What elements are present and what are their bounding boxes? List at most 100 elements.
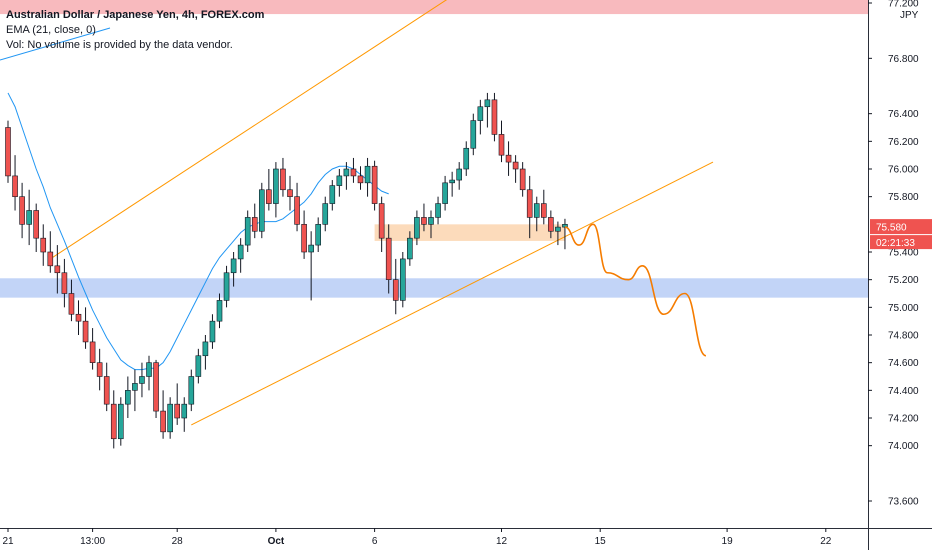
ema-line[interactable] — [7, 92, 389, 371]
candle-body[interactable] — [181, 403, 188, 419]
candle-body[interactable] — [548, 217, 554, 232]
candle-body[interactable] — [484, 99, 491, 108]
support-zone[interactable] — [0, 278, 868, 298]
candle-body[interactable] — [301, 224, 307, 253]
candle-body[interactable] — [456, 168, 463, 181]
candle-body[interactable] — [392, 279, 399, 301]
candle-body[interactable] — [343, 168, 350, 177]
candle-body[interactable] — [505, 154, 512, 163]
candle-body[interactable] — [26, 210, 32, 225]
candle-body[interactable] — [216, 300, 223, 322]
candle-body[interactable] — [350, 168, 357, 177]
candle-body[interactable] — [463, 147, 470, 170]
candle-body[interactable] — [266, 189, 272, 204]
candle-body[interactable] — [68, 293, 75, 315]
candle-body[interactable] — [12, 175, 18, 197]
candle-body[interactable] — [519, 168, 526, 191]
candle-body[interactable] — [251, 217, 258, 232]
channel-upper-line[interactable] — [50, 0, 452, 260]
candle-body[interactable] — [414, 217, 420, 239]
candle-body[interactable] — [75, 313, 82, 322]
candle-body[interactable] — [40, 237, 47, 253]
candle-body[interactable] — [167, 403, 173, 433]
volume-legend: Vol: No volume is provided by the data v… — [6, 39, 233, 51]
candle-body[interactable] — [322, 203, 329, 225]
channel-lower-line[interactable] — [191, 161, 714, 426]
candle-body[interactable] — [364, 165, 371, 184]
candle-body[interactable] — [160, 410, 166, 433]
candle-body[interactable] — [174, 403, 180, 419]
candle-body[interactable] — [230, 258, 237, 274]
candle-body[interactable] — [258, 189, 265, 232]
candle-body[interactable] — [47, 251, 54, 267]
candle-body[interactable] — [223, 272, 230, 301]
candle-body[interactable] — [153, 362, 159, 412]
projection-path[interactable] — [564, 223, 707, 357]
candle-body[interactable] — [54, 265, 61, 274]
mid-zone[interactable] — [374, 224, 565, 241]
candle-body[interactable] — [421, 217, 427, 225]
candle-body[interactable] — [336, 175, 343, 186]
time-axis-bg[interactable] — [0, 528, 932, 550]
candle-body[interactable] — [195, 355, 202, 377]
x-tick-label: 22 — [820, 536, 832, 547]
candle-body[interactable] — [33, 210, 40, 239]
candle-body[interactable] — [526, 189, 533, 218]
candle-body[interactable] — [512, 161, 519, 170]
candle-body[interactable] — [209, 320, 216, 343]
candle-body[interactable] — [329, 185, 336, 204]
y-tick-label: 73.600 — [888, 497, 919, 508]
candle-body[interactable] — [146, 362, 152, 377]
candle-body[interactable] — [237, 244, 244, 260]
y-tick-label: 76.400 — [888, 109, 919, 120]
candle-body[interactable] — [540, 203, 547, 218]
candle-body[interactable] — [244, 217, 251, 246]
candle-body[interactable] — [19, 196, 25, 225]
candle-body[interactable] — [407, 237, 413, 260]
candle-body[interactable] — [103, 376, 110, 405]
candle-body[interactable] — [202, 341, 209, 357]
candle-body[interactable] — [477, 106, 484, 121]
candle-body[interactable] — [470, 120, 477, 149]
candle-body[interactable] — [435, 203, 441, 218]
candle-body[interactable] — [498, 134, 505, 156]
x-tick-label: 12 — [496, 536, 508, 547]
last-price-badge[interactable] — [870, 219, 932, 235]
candle-body[interactable] — [385, 237, 392, 280]
candle-body[interactable] — [294, 196, 300, 225]
candle-body[interactable] — [110, 403, 117, 440]
candle-body[interactable] — [428, 217, 434, 225]
price-axis-bg[interactable] — [868, 0, 932, 550]
x-tick-label: 13:00 — [80, 536, 105, 547]
candle-body[interactable] — [308, 244, 314, 253]
candle-body[interactable] — [118, 403, 124, 440]
candle-body[interactable] — [139, 376, 145, 384]
candle-body[interactable] — [371, 165, 378, 204]
countdown-badge[interactable] — [870, 235, 932, 250]
candle-body[interactable] — [555, 226, 561, 232]
candle-body[interactable] — [378, 203, 385, 239]
y-tick-label: 76.000 — [888, 165, 919, 176]
candle-body[interactable] — [357, 175, 364, 184]
candle-body[interactable] — [287, 189, 293, 197]
candle-body[interactable] — [280, 168, 286, 191]
candle-body[interactable] — [449, 179, 455, 184]
candle-body[interactable] — [491, 99, 498, 135]
candle-body[interactable] — [315, 224, 322, 246]
candle-body[interactable] — [96, 362, 103, 377]
candle-body[interactable] — [125, 390, 131, 405]
symbol-title[interactable]: Australian Dollar / Japanese Yen, 4h, FO… — [6, 9, 265, 21]
candle-body[interactable] — [188, 376, 195, 405]
ema-legend[interactable]: EMA (21, close, 0) — [6, 24, 96, 36]
candle-body[interactable] — [399, 258, 406, 301]
candle-body[interactable] — [442, 182, 448, 204]
candle-body[interactable] — [533, 203, 540, 218]
resistance-zone[interactable] — [0, 0, 868, 15]
candle-body[interactable] — [5, 127, 11, 177]
candle-body[interactable] — [61, 272, 68, 294]
candle-body[interactable] — [132, 383, 138, 391]
candle-body[interactable] — [89, 341, 96, 363]
candle-body[interactable] — [82, 320, 89, 343]
candle-body[interactable] — [273, 168, 279, 204]
